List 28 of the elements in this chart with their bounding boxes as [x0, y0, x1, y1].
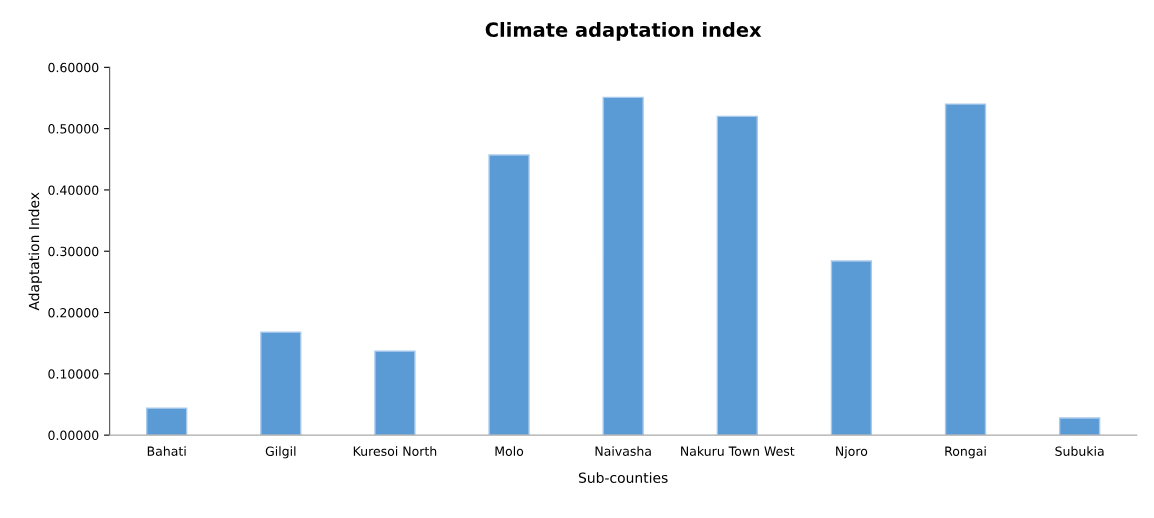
y-tick-label: 0.40000	[48, 185, 99, 195]
x-tick-label: Molo	[495, 446, 524, 456]
x-tick-label: Bahati	[147, 446, 186, 456]
bar	[488, 154, 530, 436]
x-tick-label: Kuresoi North	[353, 446, 437, 456]
y-tick-label: 0.60000	[48, 62, 99, 73]
x-tick-label: Gilgil	[265, 446, 296, 459]
bar	[260, 331, 302, 436]
y-tick-label: 0.30000	[48, 246, 99, 257]
chart-title: Climate adaptation index	[485, 22, 762, 41]
x-tick-label: Naivasha	[595, 446, 651, 456]
y-tick-label: 0.00000	[48, 430, 99, 441]
bar	[830, 260, 873, 436]
bar	[1058, 417, 1101, 436]
bar	[716, 115, 758, 436]
bar	[146, 407, 188, 436]
x-tick-label: Rongai	[945, 446, 986, 459]
x-axis-title: Sub-counties	[578, 472, 668, 483]
y-axis-title: Adaptation Index	[28, 192, 42, 311]
bar	[602, 96, 644, 436]
bar	[374, 350, 416, 436]
x-tick-label: Nakuru Town West	[681, 446, 795, 456]
x-tick-label: Subukia	[1055, 446, 1104, 456]
y-tick-label: 0.10000	[48, 369, 99, 379]
y-tick-label: 0.20000	[48, 308, 99, 318]
bar	[944, 103, 987, 436]
y-tick-label: 0.50000	[48, 124, 99, 134]
x-tick-label: Njoro	[836, 446, 868, 459]
